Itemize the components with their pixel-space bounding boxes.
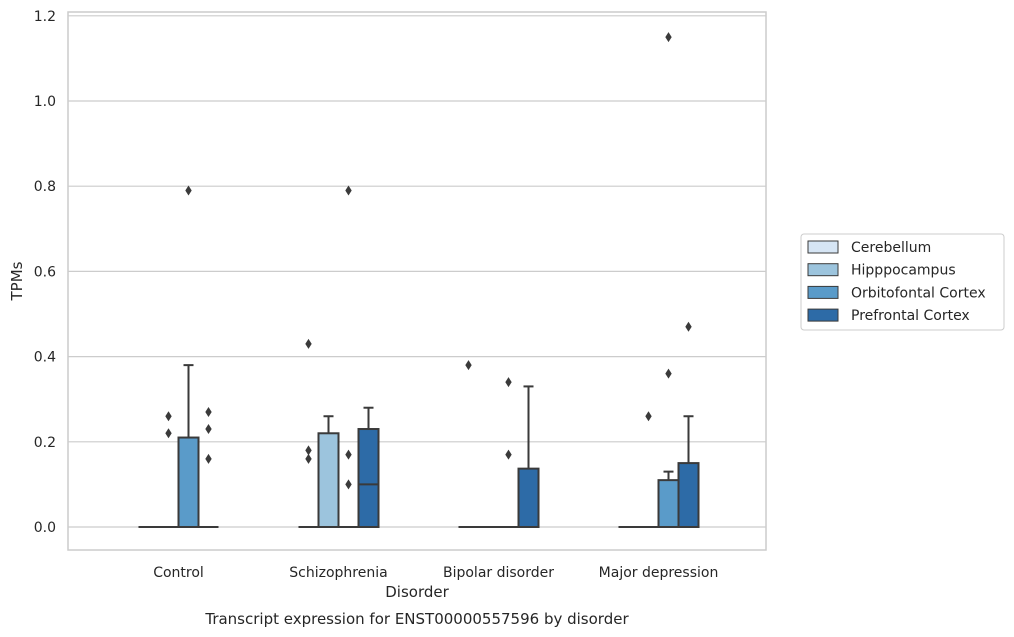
outlier-point bbox=[165, 411, 172, 422]
x-axis-ticks: Control Schizophrenia Bipolar disorder Majo… bbox=[153, 565, 718, 581]
legend-swatch bbox=[807, 263, 839, 277]
box-group bbox=[657, 32, 680, 529]
outlier-point bbox=[345, 185, 352, 196]
legend-swatch bbox=[807, 308, 839, 322]
plot-frame bbox=[67, 11, 767, 551]
outlier-point bbox=[305, 338, 312, 349]
outlier-point bbox=[685, 321, 692, 332]
outlier-point bbox=[505, 449, 512, 460]
box bbox=[357, 428, 380, 528]
legend-label: Hipppocampus bbox=[851, 263, 956, 279]
chart-caption: Transcript expression for ENST0000055759… bbox=[204, 610, 629, 628]
y-tick-label: 0.0 bbox=[34, 520, 56, 536]
x-tick-label: Schizophrenia bbox=[289, 565, 387, 581]
y-tick-label: 0.2 bbox=[34, 435, 56, 451]
box-group bbox=[317, 415, 340, 528]
outlier-point bbox=[305, 445, 312, 456]
y-axis-ticks: 0.0 0.2 0.4 0.6 0.8 1.0 1.2 bbox=[34, 9, 56, 536]
box-group bbox=[198, 406, 219, 528]
legend-label: Prefrontal Cortex bbox=[851, 308, 970, 324]
outlier-point bbox=[305, 453, 312, 464]
x-tick-label: Bipolar disorder bbox=[443, 565, 554, 581]
boxes bbox=[138, 32, 700, 529]
y-axis-label: TPMs bbox=[8, 261, 26, 301]
legend-frame bbox=[800, 233, 1005, 331]
x-axis-label: Disorder bbox=[385, 583, 449, 601]
outlier-point bbox=[645, 411, 652, 422]
outlier-point bbox=[205, 453, 212, 464]
box-group bbox=[338, 185, 359, 528]
box-group bbox=[498, 377, 519, 528]
legend-swatch bbox=[807, 285, 839, 299]
box-group bbox=[458, 360, 479, 528]
box-group bbox=[677, 321, 700, 529]
outlier-point bbox=[205, 424, 212, 435]
box-group bbox=[298, 338, 319, 528]
box bbox=[317, 432, 340, 528]
grid-lines bbox=[68, 15, 766, 528]
outlier-point bbox=[345, 479, 352, 490]
outlier-point bbox=[345, 449, 352, 460]
y-tick-label: 1.0 bbox=[34, 94, 56, 110]
box-group bbox=[357, 406, 380, 528]
outlier-point bbox=[505, 377, 512, 388]
y-tick-label: 0.6 bbox=[34, 264, 56, 280]
legend-label: Cerebellum bbox=[851, 240, 931, 256]
x-tick-label: Control bbox=[153, 565, 204, 581]
box-group bbox=[638, 411, 659, 528]
box-group bbox=[158, 411, 179, 528]
box bbox=[677, 462, 700, 529]
x-tick-label: Major depression bbox=[599, 565, 719, 581]
y-tick-label: 0.8 bbox=[34, 179, 56, 195]
outlier-point bbox=[185, 185, 192, 196]
box-group bbox=[517, 385, 540, 528]
outlier-point bbox=[665, 32, 672, 43]
box-group bbox=[177, 185, 200, 529]
legend: Cerebellum Hipppocampus Orbitofontal Corte… bbox=[800, 233, 1005, 331]
box bbox=[517, 467, 540, 528]
y-tick-label: 0.4 bbox=[34, 350, 56, 366]
box bbox=[177, 436, 200, 529]
outlier-point bbox=[665, 368, 672, 379]
y-tick-label: 1.2 bbox=[34, 9, 56, 25]
outlier-point bbox=[165, 428, 172, 439]
legend-label: Orbitofontal Cortex bbox=[851, 285, 986, 301]
outlier-point bbox=[205, 406, 212, 417]
outlier-point bbox=[465, 360, 472, 371]
box bbox=[657, 479, 680, 529]
legend-swatch bbox=[807, 240, 839, 254]
